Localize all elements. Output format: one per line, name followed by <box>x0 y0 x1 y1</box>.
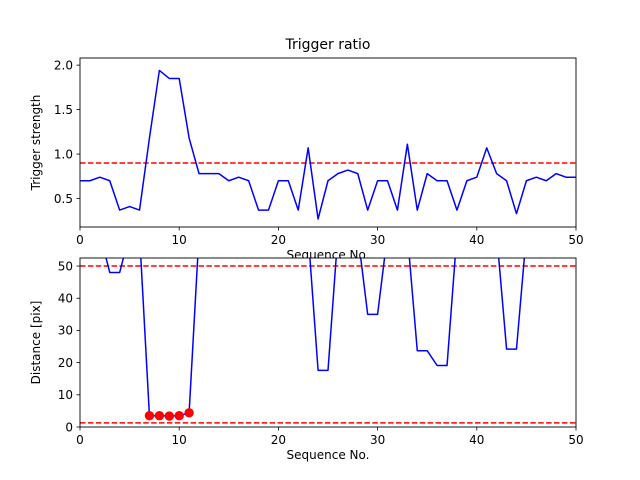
trigger-data-layer <box>80 69 576 220</box>
trigger-chart-title: Trigger ratio <box>284 37 370 53</box>
distance-marker-point <box>174 411 184 421</box>
trigger-x-tick-label: 30 <box>370 233 385 247</box>
distance-x-tick-label: 20 <box>271 433 286 447</box>
distance-marker-point <box>154 411 165 421</box>
trigger-y-tick-label: 2.0 <box>54 58 73 72</box>
trigger-plot-area <box>80 58 576 227</box>
distance-marker-point <box>144 411 155 421</box>
distance-y-tick-label: 40 <box>58 292 73 306</box>
distance-x-tick-label: 50 <box>568 433 583 447</box>
trigger-x-tick-label: 50 <box>568 233 583 247</box>
distance-x-tick-label: 10 <box>172 433 187 447</box>
trigger-y-tick-label: 1.5 <box>54 103 73 117</box>
distance-plot-area <box>80 258 576 427</box>
distance-y-tick-label: 10 <box>58 388 73 402</box>
distance-y-axis-label: Distance [pix] <box>29 301 43 385</box>
trigger-y-tick-label: 0.5 <box>54 192 73 206</box>
distance-x-axis-label: Sequence No. <box>287 448 370 462</box>
distance-y-tick-label: 50 <box>58 259 73 273</box>
trigger-x-tick-label: 40 <box>469 233 484 247</box>
distance-marker-point <box>184 408 194 418</box>
distance-axes-frame <box>79 257 577 428</box>
distance-x-tick-label: 40 <box>469 433 484 447</box>
trigger-x-tick-label: 20 <box>271 233 286 247</box>
distance-y-tick-label: 30 <box>58 324 73 338</box>
trigger-y-axis-label: Trigger strength <box>29 95 43 192</box>
distance-y-tick-label: 0 <box>65 420 73 434</box>
distance-marker-point <box>164 411 174 421</box>
trigger-axes-frame <box>79 57 577 228</box>
distance-y-tick-label: 20 <box>58 356 73 370</box>
distance-x-tick-label: 30 <box>370 433 385 447</box>
trigger-x-tick-label: 0 <box>76 233 84 247</box>
trigger-x-tick-label: 10 <box>172 233 187 247</box>
trigger-series-line-0 <box>80 69 576 220</box>
trigger-y-tick-label: 1.0 <box>54 147 73 161</box>
distance-chart: 0 10 20 30 40 50 0 10 20 30 40 50 Sequence No. Distan… <box>29 257 584 462</box>
distance-x-tick-label: 0 <box>76 433 84 447</box>
